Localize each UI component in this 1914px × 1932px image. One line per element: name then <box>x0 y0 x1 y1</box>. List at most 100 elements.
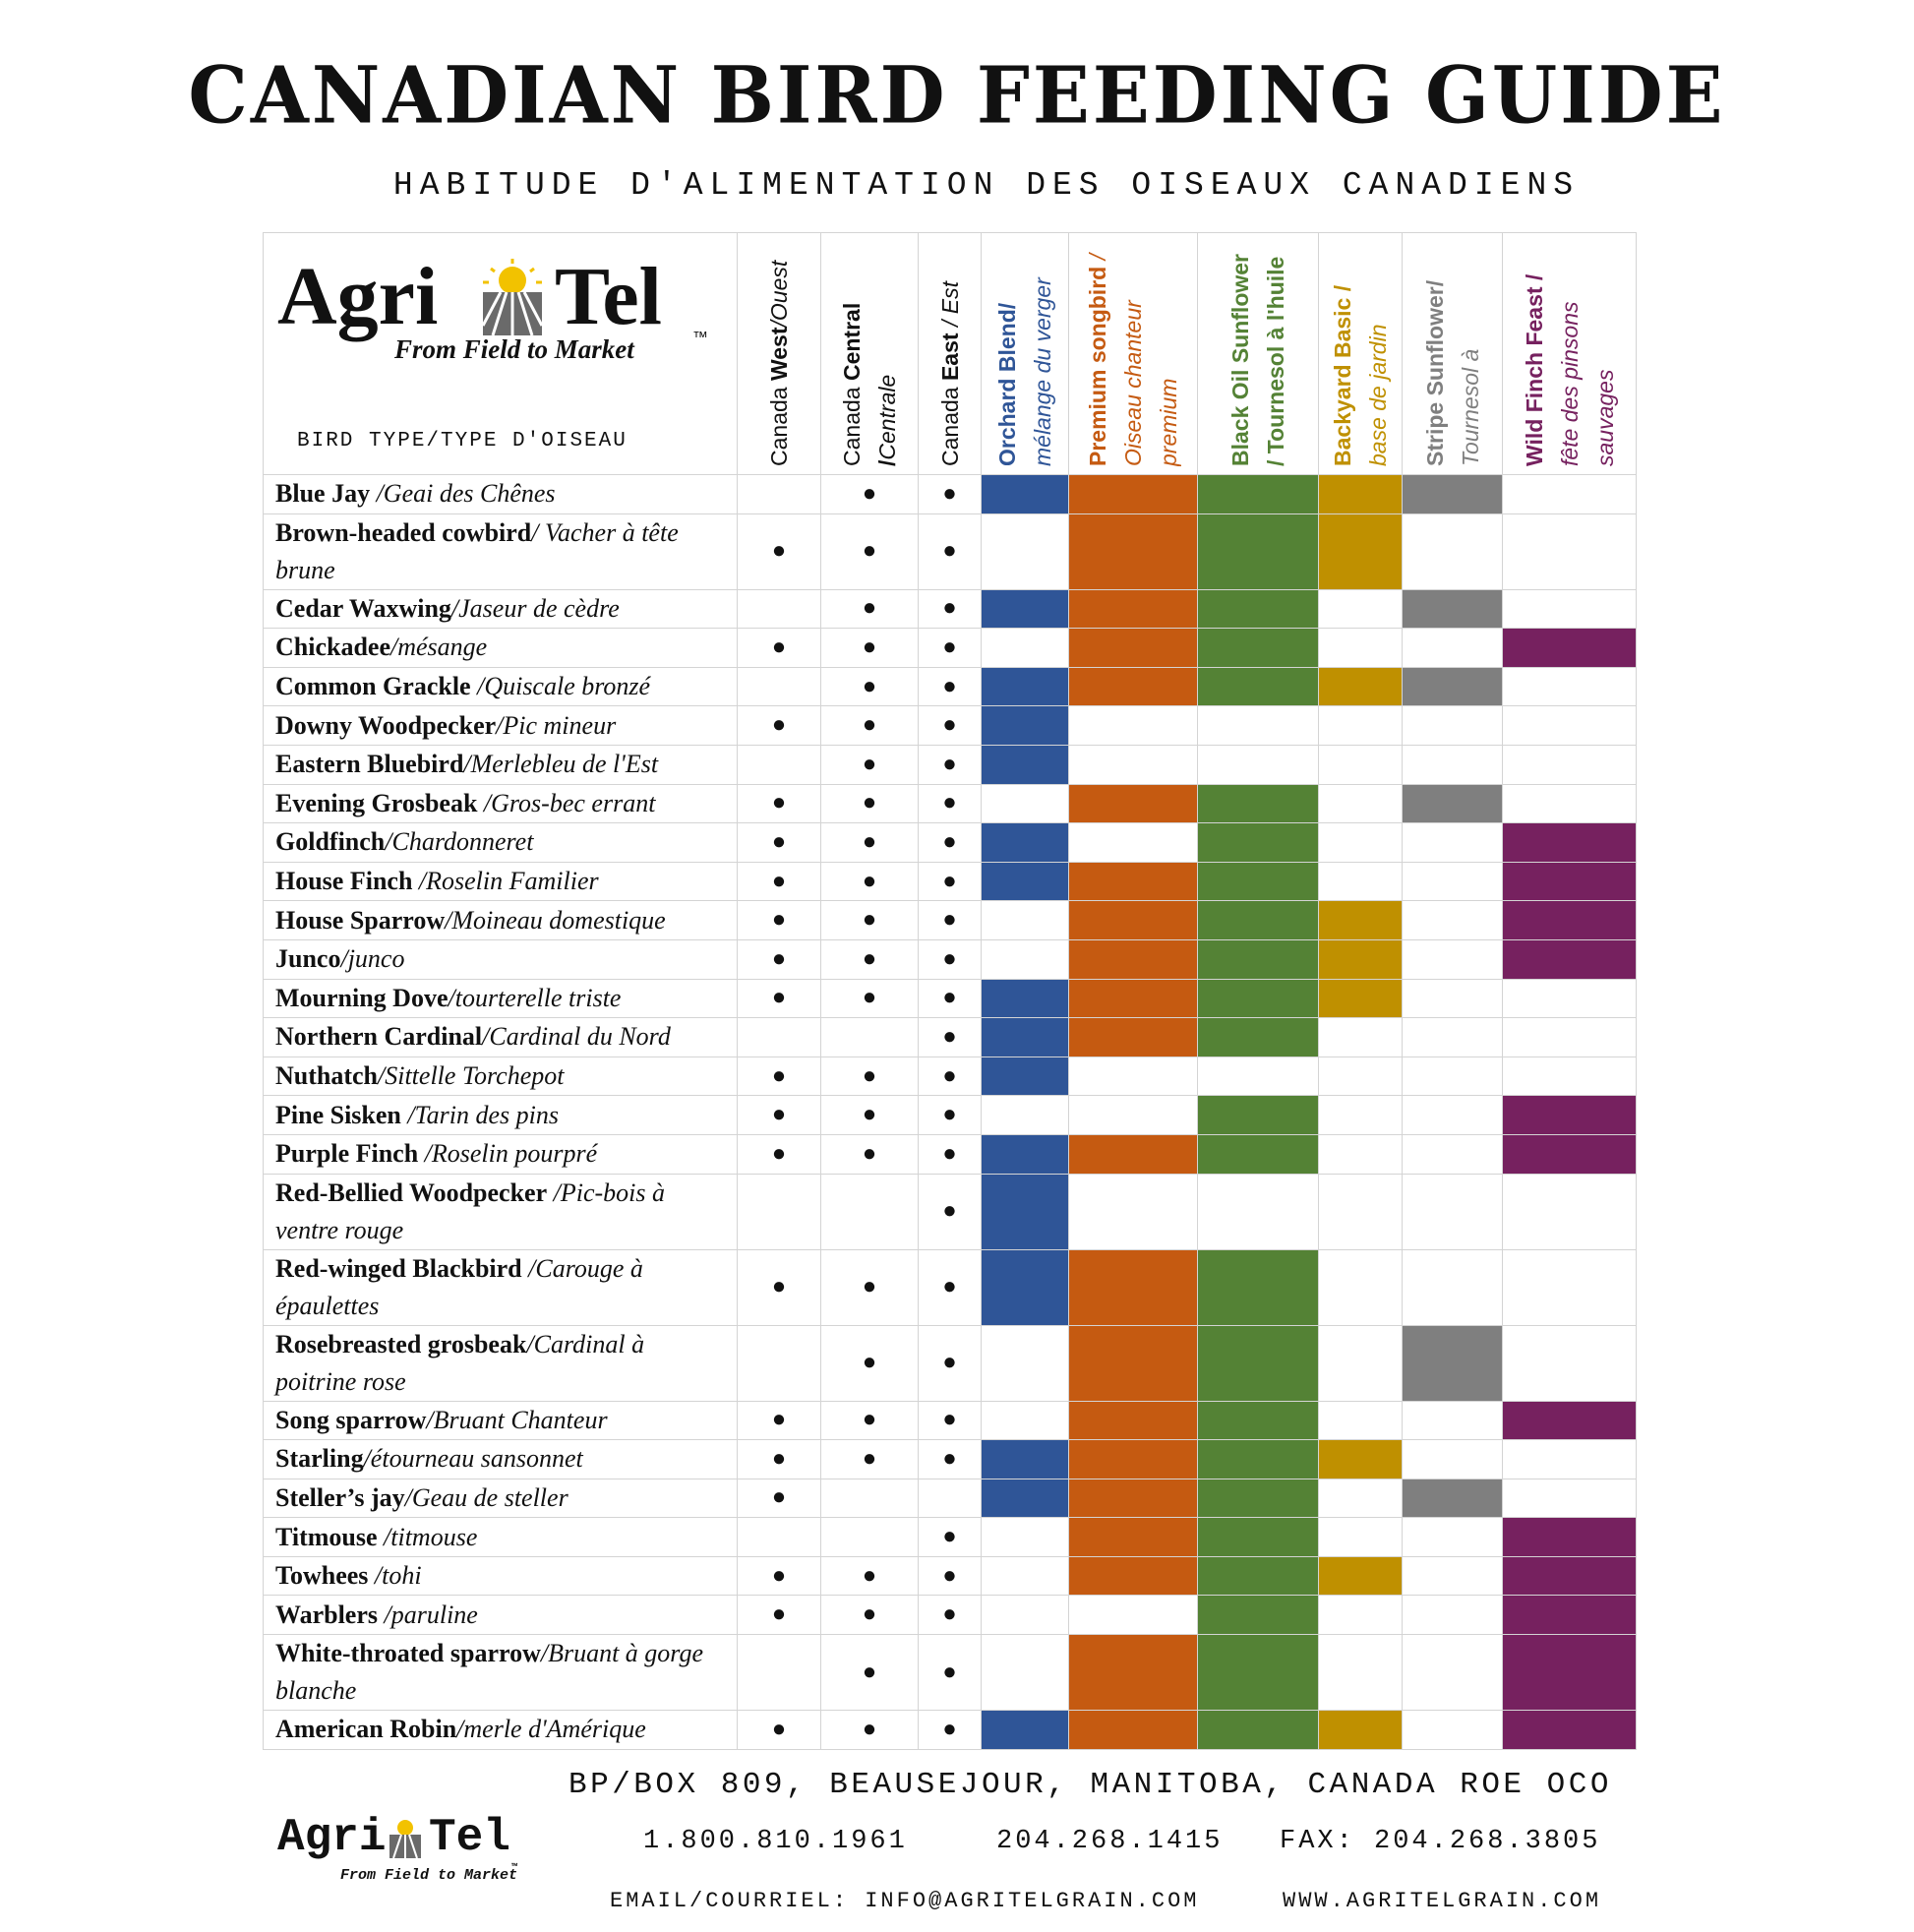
feed-cell <box>1502 1017 1637 1057</box>
region-cell <box>820 1517 919 1557</box>
region-cell <box>737 588 821 630</box>
logo: Agri Tel <box>277 249 730 357</box>
region-cell: ● <box>820 861 919 902</box>
feed-cell <box>981 744 1069 785</box>
feed-cell <box>1502 588 1637 630</box>
presence-dot: ● <box>942 1062 957 1089</box>
bird-french: /Quiscale bronzé <box>470 672 651 701</box>
bird-english: Titmouse <box>275 1522 378 1551</box>
bird-name: American Robin/merle d'Amérique <box>263 1710 738 1750</box>
region-cell: ● <box>737 1248 821 1326</box>
bird-french: /Pic mineur <box>496 710 617 740</box>
feed-cell <box>1502 1439 1637 1479</box>
feed-cell <box>1318 861 1403 902</box>
bird-english: Song sparrow <box>275 1405 427 1434</box>
bird-row: Nuthatch/Sittelle Torchepot ● ● ● <box>263 1056 1637 1097</box>
region-cell: ● <box>820 900 919 940</box>
bird-english: Blue Jay <box>275 479 371 509</box>
bird-english: Purple Finch <box>275 1139 419 1169</box>
feed-cell <box>1197 1555 1319 1597</box>
region-cell <box>737 1173 821 1250</box>
bird-english: Cedar Waxwing <box>275 593 451 623</box>
feed-cell <box>1197 1439 1319 1479</box>
region-cell: ● <box>820 1439 919 1479</box>
region-cell: ● <box>918 783 982 824</box>
feed-cell <box>1068 1324 1198 1402</box>
feed-cell <box>1402 1400 1503 1441</box>
presence-dot: ● <box>942 1716 957 1742</box>
feed-cell <box>1402 1017 1503 1057</box>
region-cell: ● <box>820 1710 919 1750</box>
feed-cell <box>1502 1400 1637 1441</box>
presence-dot: ● <box>942 751 957 777</box>
region-cell: ● <box>737 513 821 590</box>
presence-dot: ● <box>942 1198 957 1224</box>
region-cell <box>737 744 821 785</box>
bird-row: Chickadee/mésange ● ● ● <box>263 628 1637 668</box>
presence-dot: ● <box>942 1102 957 1128</box>
presence-dot: ● <box>771 1140 787 1167</box>
presence-dot: ● <box>862 828 877 855</box>
bird-name: Common Grackle /Quiscale bronzé <box>263 666 738 707</box>
feed-cell <box>1068 666 1198 707</box>
feed-cell <box>1318 744 1403 785</box>
presence-dot: ● <box>862 1601 877 1628</box>
feed-cell <box>1502 1555 1637 1597</box>
feed-cell <box>1502 513 1637 590</box>
bird-name: Mourning Dove/tourterelle triste <box>263 978 738 1019</box>
presence-dot: ● <box>771 1562 787 1589</box>
presence-dot: ● <box>942 1524 957 1550</box>
feed-cell <box>1197 900 1319 940</box>
bird-row: Steller’s jay/Geau de steller ● <box>263 1478 1637 1519</box>
bird-french: /tourterelle triste <box>448 983 622 1012</box>
feed-header: Premium songbird / Oiseau chanteur premi… <box>1068 232 1198 475</box>
feed-cell <box>1197 938 1319 980</box>
presence-dot: ● <box>942 538 957 565</box>
presence-dot: ● <box>771 907 787 934</box>
bird-row: Blue Jay /Geai des Chênes ● ● <box>263 474 1637 514</box>
presence-dot: ● <box>771 1102 787 1128</box>
feed-cell <box>1197 1133 1319 1175</box>
region-cell: ● <box>918 1133 982 1175</box>
bird-row: Goldfinch/Chardonneret ● ● ● <box>263 822 1637 863</box>
feed-cell <box>1068 783 1198 824</box>
feed-cell <box>1402 1555 1503 1597</box>
bird-name: House Finch /Roselin Familier <box>263 861 738 902</box>
bird-english: Warblers <box>275 1600 378 1629</box>
feed-cell <box>1318 1439 1403 1479</box>
region-cell <box>737 474 821 514</box>
presence-dot: ● <box>862 790 877 816</box>
bird-english: Red-Bellied Woodpecker <box>275 1177 548 1207</box>
presence-dot: ● <box>942 907 957 934</box>
region-cell: ● <box>918 474 982 514</box>
feed-cell <box>1402 705 1503 746</box>
region-cell: ● <box>820 822 919 863</box>
presence-dot: ● <box>771 634 787 660</box>
bird-row: Evening Grosbeak /Gros-bec errant ● ● ● <box>263 783 1637 824</box>
feed-cell <box>1402 588 1503 630</box>
presence-dot: ● <box>862 868 877 894</box>
feed-cell <box>1197 978 1319 1019</box>
feed-cell <box>1318 900 1403 940</box>
feed-cell <box>981 666 1069 707</box>
region-cell: ● <box>918 1517 982 1557</box>
presence-dot: ● <box>942 595 957 622</box>
region-cell: ● <box>737 938 821 980</box>
bird-name: Pine Sisken /Tarin des pins <box>263 1095 738 1135</box>
feed-cell <box>981 705 1069 746</box>
feed-cell <box>1068 628 1198 668</box>
bird-french: /Chardonneret <box>385 827 534 857</box>
presence-dot: ● <box>862 1102 877 1128</box>
region-cell: ● <box>918 938 982 980</box>
presence-dot: ● <box>942 828 957 855</box>
feed-cell <box>1068 1555 1198 1597</box>
bird-french: /merle d'Amérique <box>456 1715 646 1744</box>
presence-dot: ● <box>862 1274 877 1299</box>
region-cell: ● <box>918 1400 982 1441</box>
region-cell: ● <box>820 744 919 785</box>
feed-cell <box>1068 900 1198 940</box>
bird-name: Cedar Waxwing/Jaseur de cèdre <box>263 588 738 630</box>
feed-cell <box>1318 1324 1403 1402</box>
region-label: Canada Central /Centrale <box>834 242 905 466</box>
feed-cell <box>1197 1517 1319 1557</box>
